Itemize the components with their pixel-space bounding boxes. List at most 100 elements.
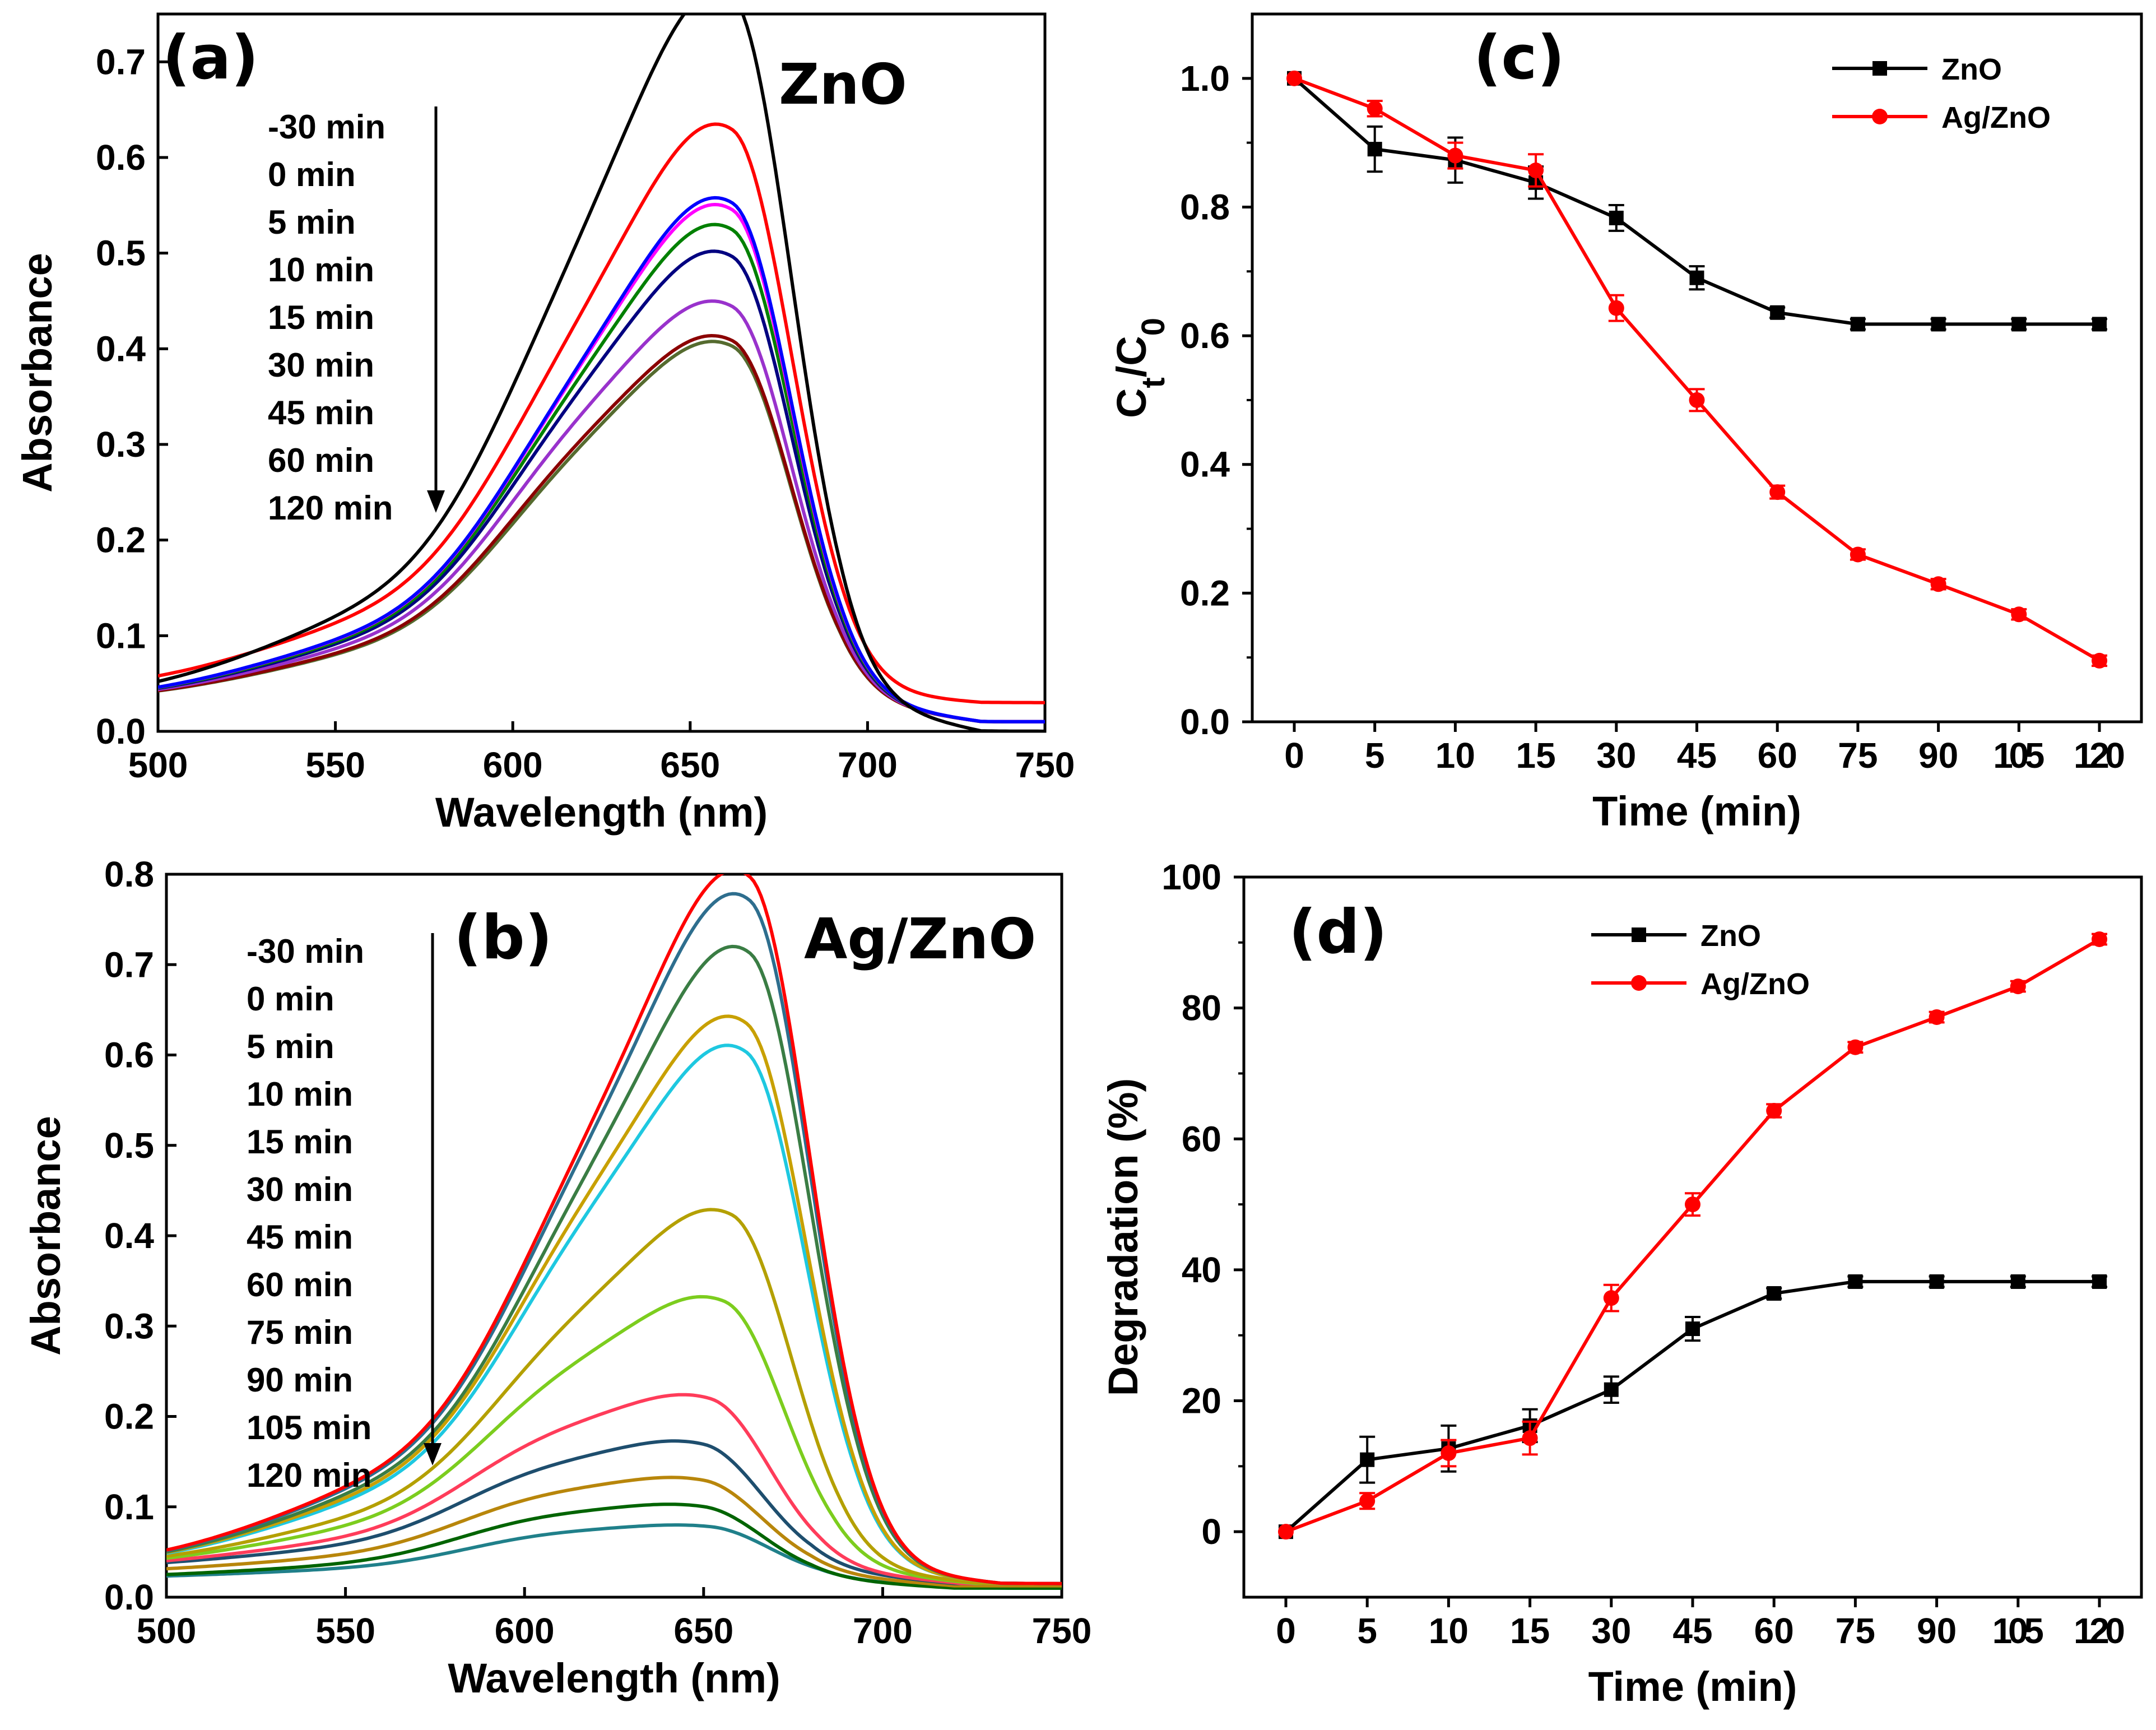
panel-c-data-point <box>1447 147 1463 164</box>
panel-c-data-point <box>2011 606 2027 623</box>
panel-d-label: (d) <box>1289 897 1387 967</box>
panel-d-x-tick-label: 0 <box>1276 1611 1296 1651</box>
panel-c-data-point <box>1769 484 1786 500</box>
panel-d-degradation-vs-time: 0 5 10 15 30 45 60 75 90 105 120 0 20 40 60 80 100 Time (… <box>1100 857 2143 1710</box>
panel-d-x-tick-label: 45 <box>1672 1611 1712 1651</box>
panel-a-y-tick-label: 0.7 <box>96 41 146 82</box>
panel-d-y-tick-label: 80 <box>1182 988 1221 1028</box>
panel-c-legend-label: Ag/ZnO <box>1941 101 2051 134</box>
panel-b-series-line <box>166 1014 1062 1585</box>
panel-c-data-point <box>1609 210 1624 225</box>
panel-b-time-label: -30 min <box>247 933 364 970</box>
panel-d-y-tick-label: 100 <box>1161 857 1221 897</box>
panel-b-time-label: 120 min <box>247 1457 371 1494</box>
panel-d-series-ag-zno <box>1278 931 2107 1540</box>
panel-d-data-point <box>1847 1039 1864 1055</box>
panel-d-x-axis-label: Time (min) <box>1588 1663 1797 1710</box>
panel-b-y-axis-label: Absorbance <box>22 1116 69 1356</box>
panel-b-y-tick-label: 0.8 <box>104 854 154 894</box>
panel-b-x-tick-label: 650 <box>673 1611 733 1651</box>
panel-d-legend-marker <box>1631 975 1647 991</box>
panel-a-x-tick-label: 700 <box>838 745 898 785</box>
panel-b-time-label: 90 min <box>247 1361 353 1399</box>
panel-d-x-tick-label: 60 <box>1754 1611 1794 1651</box>
panel-d-data-point <box>1278 1524 1294 1540</box>
panel-b-time-label: 105 min <box>247 1409 371 1446</box>
panel-c-y-tick-label: 0.0 <box>1180 702 1230 742</box>
panel-c-legend-marker <box>1872 109 1888 124</box>
panel-c-y-tick-label: 1.0 <box>1180 58 1230 99</box>
panel-d-x-tick-label: 105 <box>1992 1611 2044 1651</box>
panel-a-x-tick-label: 500 <box>128 745 188 785</box>
panel-c-data-point <box>1930 576 1946 592</box>
panel-d-data-point <box>1359 1493 1376 1509</box>
panel-c-data-point <box>1770 305 1785 320</box>
panel-a-y-tick-label: 0.0 <box>96 711 146 752</box>
panel-a-y-tick-label: 0.4 <box>96 328 146 369</box>
panel-b-label: (b) <box>454 903 552 973</box>
panel-c-data-point <box>1367 142 1382 157</box>
panel-d-legend-label: Ag/ZnO <box>1700 967 1810 1001</box>
panel-a-absorbance-zno: 500 550 600 650 700 750 0.0 0.1 0.2 0.3 0.4 0.5 0.6 0… <box>14 12 1075 836</box>
panel-d-x-tick-label: 10 <box>1429 1611 1469 1651</box>
panel-d-legend-marker <box>1632 927 1646 942</box>
panel-c-series-ag-zno <box>1286 70 2107 669</box>
panel-c-y-axis-label: Ct/C0 <box>1108 318 1172 418</box>
panel-c-data-point <box>1367 100 1383 117</box>
panel-a-y-axis-label: Absorbance <box>14 253 61 493</box>
panel-c-x-tick-label: 30 <box>1596 735 1636 776</box>
panel-a-time-label: 45 min <box>268 394 374 432</box>
panel-d-x-tick-label: 5 <box>1357 1611 1377 1651</box>
panel-d-y-tick-label: 0 <box>1201 1511 1221 1552</box>
panel-c-label: (c) <box>1474 23 1565 93</box>
panel-b-y-tick-label: 0.0 <box>104 1577 154 1617</box>
panel-b-y-tick-label: 0.3 <box>104 1306 154 1346</box>
panel-a-x-axis-label: Wavelength (nm) <box>435 789 768 836</box>
panel-d-x-tick-label: 90 <box>1917 1611 1957 1651</box>
panel-a-series-line <box>158 14 1045 731</box>
panel-d-data-point <box>1929 1009 1945 1025</box>
panel-d-x-tick-label: 75 <box>1836 1611 1875 1651</box>
panel-c-data-point <box>1608 300 1624 316</box>
panel-a-title: ZnO <box>779 52 907 117</box>
panel-c-x-tick-label: 90 <box>1918 735 1958 776</box>
panel-b-time-label: 10 min <box>247 1075 353 1113</box>
panel-c-x-tick-label: 45 <box>1677 735 1717 776</box>
panel-d-y-axis-label: Degradation (%) <box>1100 1078 1146 1396</box>
panel-b-time-label: 45 min <box>247 1218 353 1256</box>
panel-a-time-label: 120 min <box>268 489 393 527</box>
panel-b-time-label: 60 min <box>247 1266 353 1304</box>
panel-b-series-line <box>166 874 1062 1585</box>
panel-c-x-tick-label: 60 <box>1758 735 1797 776</box>
panel-c-data-point <box>1689 270 1704 285</box>
panel-c-x-tick-label: 0 <box>1284 735 1304 776</box>
panel-b-x-tick-label: 500 <box>137 1611 197 1651</box>
panel-d-data-point <box>1604 1382 1619 1397</box>
panel-c-x-tick-label: 15 <box>1516 735 1556 776</box>
panel-a-time-label: -30 min <box>268 108 385 146</box>
panel-d-data-point <box>2010 978 2026 995</box>
panel-b-x-tick-label: 600 <box>495 1611 555 1651</box>
panel-c-data-point <box>1850 317 1865 332</box>
panel-c-x-tick-label: 120 <box>2074 735 2125 776</box>
panel-a-y-tick-label: 0.3 <box>96 424 146 465</box>
panel-a-y-tick-label: 0.1 <box>96 615 146 656</box>
panel-d-data-point <box>1522 1430 1538 1446</box>
panel-d-legend-label: ZnO <box>1700 919 1761 953</box>
panel-a-time-label: 5 min <box>268 203 356 241</box>
panel-d-y-tick-label: 20 <box>1182 1381 1221 1421</box>
panel-b-time-label: 5 min <box>247 1028 334 1065</box>
panel-c-y-axis-label-part: 0 <box>1135 318 1172 336</box>
panel-a-x-tick-label: 550 <box>305 745 365 785</box>
panel-b-time-label: 15 min <box>247 1123 353 1161</box>
panel-b-time-label: 0 min <box>247 980 334 1018</box>
panel-c-data-point <box>1689 392 1705 408</box>
panel-b-y-tick-label: 0.6 <box>104 1035 154 1075</box>
panel-c-y-tick-label: 0.2 <box>1180 573 1230 613</box>
panel-c-x-axis-label: Time (min) <box>1592 788 1801 834</box>
panel-c-data-point <box>2011 317 2027 332</box>
panel-b-y-tick-label: 0.7 <box>104 944 154 985</box>
panel-b-series-line <box>166 1295 1062 1585</box>
panel-b-series-line <box>166 1208 1062 1585</box>
